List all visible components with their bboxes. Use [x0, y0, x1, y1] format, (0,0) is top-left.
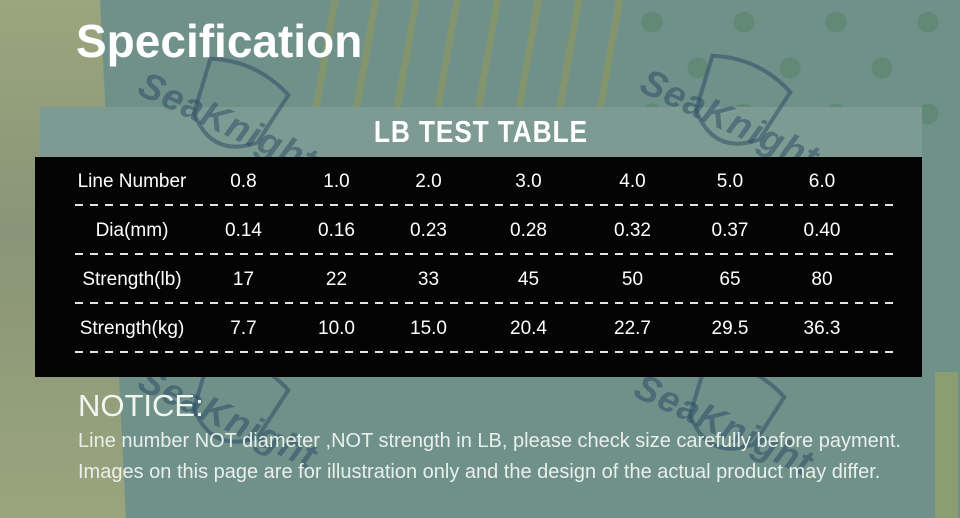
table-cell: 0.37	[711, 219, 749, 241]
table-cell: 0.32	[614, 219, 651, 241]
background-right-strip	[935, 372, 958, 518]
table-cell: 5.0	[716, 170, 744, 192]
table-cell: 17	[232, 268, 255, 290]
table-cell: 0.23	[410, 219, 447, 241]
table-cell: 10.0	[318, 317, 355, 339]
row-label: Dia(mm)	[95, 219, 169, 241]
dashed-separator	[75, 351, 894, 353]
dashed-separator	[75, 204, 894, 206]
notice-line: Line number NOT diameter ,NOT strength i…	[78, 430, 901, 452]
table-cell: 22.7	[614, 317, 651, 339]
table-cell: 22	[325, 268, 348, 290]
row-label: Strength(kg)	[79, 317, 185, 339]
lb-test-table: Line Number 0.8 1.0 2.0 3.0 4.0 5.0 6.0 …	[35, 157, 922, 377]
table-cell: 2.0	[415, 170, 442, 192]
table-row-strength-kg: Strength(kg) 7.7 10.0 15.0 20.4 22.7 29.…	[35, 304, 922, 353]
table-cell: 1.0	[323, 170, 350, 192]
table-title-text: LB TEST TABLE	[373, 114, 589, 149]
table-cell: 29.5	[711, 317, 749, 339]
dashed-separator	[75, 302, 894, 304]
table-cell: 0.8	[230, 170, 257, 192]
row-label: Line Number	[77, 170, 187, 192]
notice-line: Images on this page are for illustration…	[78, 461, 881, 483]
table-cell: 45	[517, 268, 540, 290]
table-cell: 15.0	[410, 317, 447, 339]
table-cell: 3.0	[515, 170, 542, 192]
page-title: Specification	[76, 15, 363, 67]
row-label: Strength(lb)	[82, 268, 182, 290]
table-cell: 36.3	[803, 317, 841, 339]
table-cell: 0.28	[510, 219, 547, 241]
dashed-separator	[75, 253, 894, 255]
table-cell: 0.16	[318, 219, 355, 241]
background-diagonal-stripes	[298, 0, 630, 108]
table-row-strength-lb: Strength(lb) 17 22 33 45 50 65 80	[35, 255, 922, 304]
table-cell: 20.4	[510, 317, 547, 339]
table-cell: 0.40	[803, 219, 841, 241]
notice-heading: NOTICE:	[78, 388, 204, 423]
table-cell: 50	[621, 268, 644, 290]
table-cell: 4.0	[619, 170, 646, 192]
table-cell: 6.0	[808, 170, 836, 192]
table-row-dia-mm: Dia(mm) 0.14 0.16 0.23 0.28 0.32 0.37 0.…	[35, 206, 922, 255]
table-title: LB TEST TABLE	[40, 107, 922, 157]
table-cell: 80	[811, 268, 833, 290]
table-cell: 65	[719, 268, 741, 290]
table-row-line-number: Line Number 0.8 1.0 2.0 3.0 4.0 5.0 6.0	[35, 157, 922, 206]
table-cell: 0.14	[225, 219, 262, 241]
table-cell: 7.7	[230, 317, 257, 339]
table-cell: 33	[417, 268, 440, 290]
